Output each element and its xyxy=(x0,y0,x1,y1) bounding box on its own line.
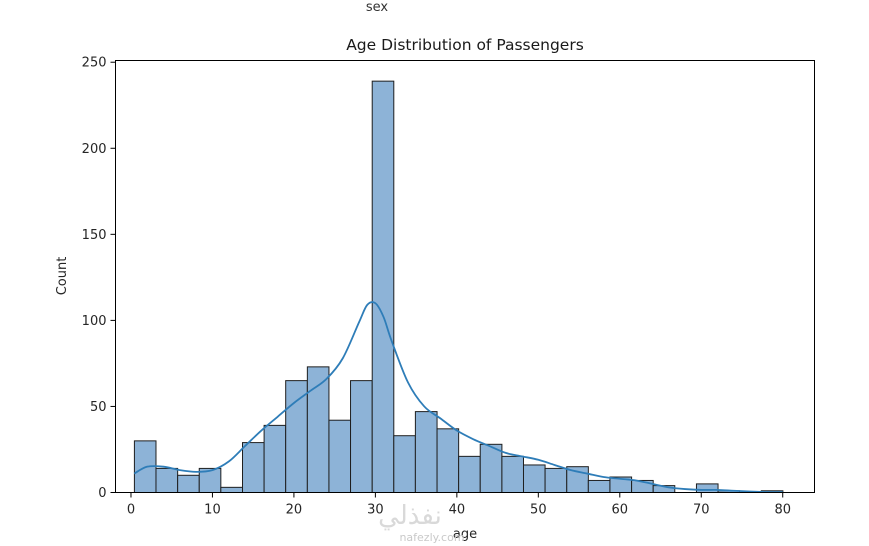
x-tick-label: 10 xyxy=(204,503,221,518)
y-tick-label: 150 xyxy=(82,228,107,243)
x-tick-label: 70 xyxy=(693,503,710,518)
kde-line xyxy=(133,301,783,494)
x-tick-label: 20 xyxy=(286,503,303,518)
y-tick-label: 0 xyxy=(98,486,106,501)
y-tick-label: 50 xyxy=(90,400,107,415)
x-tick-label: 50 xyxy=(530,503,547,518)
histogram-bar xyxy=(328,419,352,493)
histogram-bar xyxy=(695,483,719,493)
x-axis-ticks: 0 10 20 30 40 50 60 70 80 xyxy=(127,492,791,518)
histogram-bar xyxy=(242,442,265,493)
histogram-bar xyxy=(479,443,503,494)
histogram-bar xyxy=(393,435,416,493)
y-axis-label: Count xyxy=(55,257,70,296)
histogram-bar xyxy=(350,380,373,494)
histogram-bar xyxy=(458,455,481,493)
x-tick-label: 40 xyxy=(449,503,466,518)
y-tick-label: 200 xyxy=(82,142,107,157)
watermark-arabic: نفذلي xyxy=(378,501,442,531)
histogram-bar xyxy=(371,80,395,494)
histogram-bar xyxy=(414,411,438,494)
x-tick-label: 30 xyxy=(367,503,384,518)
x-tick-label: 60 xyxy=(612,503,629,518)
header-text: sex xyxy=(366,0,389,15)
histogram-bar xyxy=(587,479,611,493)
histogram-bar xyxy=(544,467,568,494)
histogram-bar xyxy=(220,486,244,493)
histogram-bar xyxy=(522,464,546,494)
histogram-bar xyxy=(501,455,524,493)
chart-title: Age Distribution of Passengers xyxy=(346,36,584,54)
histogram-bar xyxy=(155,467,179,494)
histogram-bar xyxy=(285,380,308,494)
y-tick-label: 250 xyxy=(82,56,107,71)
histogram-bar xyxy=(177,474,200,494)
y-tick-label: 100 xyxy=(82,314,107,329)
x-axis-label: age xyxy=(453,527,477,542)
plot-frame xyxy=(115,60,815,493)
x-tick-label: 80 xyxy=(774,503,791,518)
histogram-bar xyxy=(263,424,287,493)
bars-group xyxy=(133,80,784,494)
x-tick-label: 0 xyxy=(127,503,135,518)
histogram-bar xyxy=(436,428,460,493)
watermark-latin: nafezly.com xyxy=(399,531,464,544)
y-axis-ticks: 0 50 100 150 200 250 xyxy=(82,56,116,501)
